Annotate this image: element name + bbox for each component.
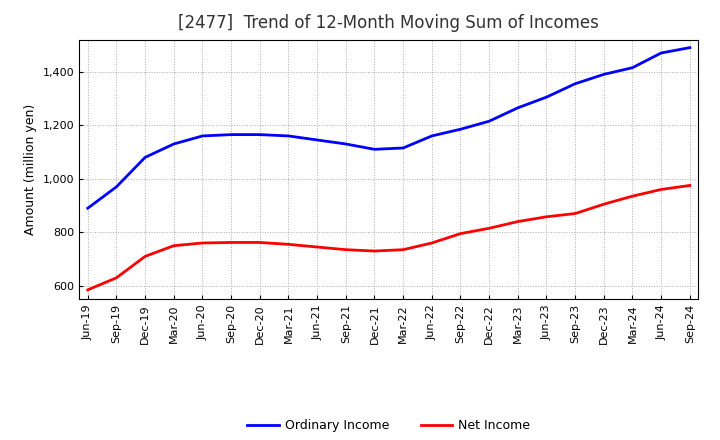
Net Income [685, 183, 694, 188]
Ordinary Income [112, 184, 121, 190]
Ordinary Income [399, 145, 408, 150]
Line: Ordinary Income: Ordinary Income [88, 48, 690, 208]
Net Income [628, 194, 636, 199]
Net Income [84, 287, 92, 293]
Net Income [600, 202, 608, 207]
Net Income [198, 240, 207, 246]
Net Income [227, 240, 235, 245]
Net Income [456, 231, 465, 236]
Ordinary Income [600, 72, 608, 77]
Ordinary Income [169, 141, 178, 147]
Ordinary Income [284, 133, 293, 139]
Ordinary Income [571, 81, 580, 86]
Ordinary Income [513, 105, 522, 110]
Line: Net Income: Net Income [88, 185, 690, 290]
Y-axis label: Amount (million yen): Amount (million yen) [24, 104, 37, 235]
Net Income [312, 244, 321, 249]
Ordinary Income [341, 141, 350, 147]
Net Income [256, 240, 264, 245]
Legend: Ordinary Income, Net Income: Ordinary Income, Net Income [243, 414, 535, 437]
Net Income [542, 214, 551, 220]
Net Income [657, 187, 665, 192]
Net Income [428, 240, 436, 246]
Ordinary Income [227, 132, 235, 137]
Net Income [571, 211, 580, 216]
Net Income [399, 247, 408, 252]
Net Income [370, 249, 379, 254]
Net Income [485, 226, 493, 231]
Ordinary Income [141, 155, 150, 160]
Net Income [169, 243, 178, 248]
Net Income [284, 242, 293, 247]
Ordinary Income [256, 132, 264, 137]
Ordinary Income [628, 65, 636, 70]
Ordinary Income [370, 147, 379, 152]
Net Income [141, 254, 150, 259]
Ordinary Income [685, 45, 694, 50]
Ordinary Income [456, 127, 465, 132]
Ordinary Income [428, 133, 436, 139]
Ordinary Income [198, 133, 207, 139]
Net Income [513, 219, 522, 224]
Ordinary Income [485, 119, 493, 124]
Ordinary Income [542, 95, 551, 100]
Net Income [341, 247, 350, 252]
Ordinary Income [657, 50, 665, 55]
Ordinary Income [84, 205, 92, 211]
Ordinary Income [312, 137, 321, 143]
Title: [2477]  Trend of 12-Month Moving Sum of Incomes: [2477] Trend of 12-Month Moving Sum of I… [179, 15, 599, 33]
Net Income [112, 275, 121, 280]
